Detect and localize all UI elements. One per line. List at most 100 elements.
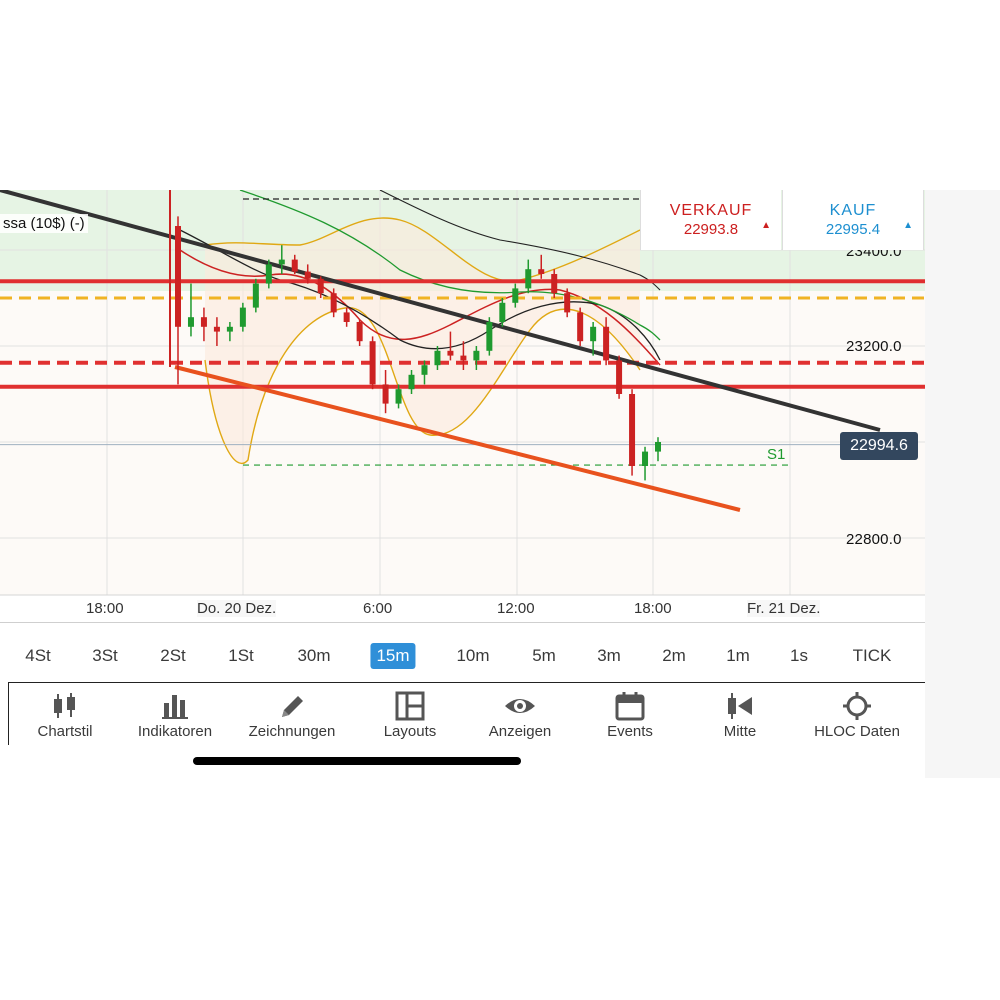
downtrend-line xyxy=(0,190,881,432)
bar-chart-icon xyxy=(162,695,188,719)
toolbar-label: Chartstil xyxy=(37,723,93,740)
candle-body xyxy=(655,442,661,452)
anzeigen-button[interactable]: Anzeigen xyxy=(465,683,575,745)
timeframe-3m[interactable]: 3m xyxy=(597,646,621,665)
candle-body xyxy=(395,389,402,404)
candle-body xyxy=(486,322,493,351)
bollinger-lower-line xyxy=(204,307,641,465)
buy-button[interactable]: KAUF 22995.4 ▲ xyxy=(782,190,924,250)
current-price-badge: 22994.6 xyxy=(840,432,918,460)
time-axis-label: 6:00 xyxy=(363,600,393,617)
buy-price: 22995.4 xyxy=(825,221,881,238)
chartstil-button[interactable]: Chartstil xyxy=(10,683,120,745)
hloc-daten-button[interactable]: HLOC Daten xyxy=(802,683,912,745)
timeframe-10m[interactable]: 10m xyxy=(456,646,490,665)
candle-body xyxy=(252,283,259,308)
candle-body xyxy=(642,451,649,466)
timeframe-bar: 4St 3St 2St 1St 30m 15m 10m 5m 3m 2m 1m … xyxy=(0,622,925,683)
timeframe-15m[interactable]: 15m xyxy=(370,643,416,669)
candle-body xyxy=(447,350,454,356)
time-axis-label: 18:00 xyxy=(634,600,672,617)
candle-body xyxy=(343,312,350,322)
bollinger-upper-line xyxy=(204,217,641,282)
candle-body xyxy=(512,288,519,303)
time-axis-label: 12:00 xyxy=(497,600,535,617)
toolbar-label: Anzeigen xyxy=(488,723,552,740)
candle-body xyxy=(577,312,584,342)
mitte-button[interactable]: Mitte xyxy=(685,683,795,745)
time-axis-label: Do. 20 Dez. xyxy=(197,600,277,617)
pencil-icon xyxy=(282,696,303,717)
candle-body xyxy=(629,394,636,466)
timeframe-tick[interactable]: TICK xyxy=(852,646,892,665)
center-icon xyxy=(728,693,752,719)
toolbar-label: Indikatoren xyxy=(137,723,213,740)
candle-body xyxy=(460,355,467,361)
candle-body xyxy=(499,302,506,322)
time-axis-label: 18:00 xyxy=(86,600,124,617)
buy-label: KAUF xyxy=(829,202,877,219)
chart-canvas[interactable] xyxy=(0,190,925,622)
toolbar-label: Layouts xyxy=(383,723,437,740)
timeframe-5m[interactable]: 5m xyxy=(532,646,556,665)
instrument-label: ssa (10$) (-) xyxy=(0,214,88,233)
candle-body xyxy=(382,384,389,404)
ma-green-line xyxy=(239,190,661,341)
candle-body xyxy=(187,317,194,327)
price-axis-label: 22800.0 xyxy=(846,531,902,548)
candle-body xyxy=(551,274,558,294)
timeframe-1s[interactable]: 1s xyxy=(790,646,808,665)
layout-icon xyxy=(395,691,425,721)
candle-body xyxy=(356,322,363,342)
time-axis-label: Fr. 21 Dez. xyxy=(747,600,821,617)
candle-body xyxy=(200,317,207,327)
calendar-icon xyxy=(615,692,645,721)
crosshair-icon xyxy=(843,692,871,720)
buy-arrow-icon: ▲ xyxy=(903,220,913,231)
timeframe-1st[interactable]: 1St xyxy=(228,646,254,665)
candle-body xyxy=(473,350,480,361)
timeframe-3st[interactable]: 3St xyxy=(92,646,118,665)
toolbar-label: Zeichnungen xyxy=(248,723,336,740)
support-s1-label: S1 xyxy=(767,446,786,463)
candle-body xyxy=(421,365,428,375)
side-strip xyxy=(925,190,1000,778)
price-chart[interactable]: ssa (10$) (-) 23400.0 23200.0 22800.0 18… xyxy=(0,190,925,622)
candle-body xyxy=(278,259,285,265)
timeframe-1m[interactable]: 1m xyxy=(726,646,750,665)
toolbar-label: HLOC Daten xyxy=(814,723,900,740)
events-button[interactable]: Events xyxy=(575,683,685,745)
candle-body xyxy=(616,360,623,394)
sell-price: 22993.8 xyxy=(683,221,739,238)
bottom-toolbar: Chartstil Indikatoren Zeichnungen xyxy=(8,682,925,745)
sell-arrow-icon: ▲ xyxy=(761,220,771,231)
lower-channel-line xyxy=(174,365,741,512)
candle-body xyxy=(408,374,415,390)
eye-icon xyxy=(505,699,535,713)
trading-app: ssa (10$) (-) 23400.0 23200.0 22800.0 18… xyxy=(0,190,925,778)
candle-body xyxy=(304,271,311,279)
timeframe-2st[interactable]: 2St xyxy=(160,646,186,665)
candle-body xyxy=(603,326,610,361)
timeframe-2m[interactable]: 2m xyxy=(662,646,686,665)
candle-body xyxy=(265,264,272,284)
candle-body xyxy=(369,341,376,385)
layouts-button[interactable]: Layouts xyxy=(355,683,465,745)
indikatoren-button[interactable]: Indikatoren xyxy=(120,683,230,745)
timeframe-30m[interactable]: 30m xyxy=(297,646,331,665)
candle-body xyxy=(317,278,324,294)
candle-body xyxy=(330,293,337,313)
price-axis-label: 23200.0 xyxy=(846,338,902,355)
candle-body xyxy=(226,326,233,332)
zeichnungen-button[interactable]: Zeichnungen xyxy=(237,683,347,745)
candle-body xyxy=(590,326,597,342)
candle-body xyxy=(213,326,220,332)
candle-body xyxy=(538,269,545,274)
timeframe-4st[interactable]: 4St xyxy=(25,646,51,665)
candle-body xyxy=(564,293,571,313)
sell-label: VERKAUF xyxy=(669,202,753,219)
candlestick-icon xyxy=(54,693,75,718)
toolbar-label: Mitte xyxy=(723,723,757,740)
sell-button[interactable]: VERKAUF 22993.8 ▲ xyxy=(640,190,781,250)
candle-body xyxy=(525,269,532,289)
